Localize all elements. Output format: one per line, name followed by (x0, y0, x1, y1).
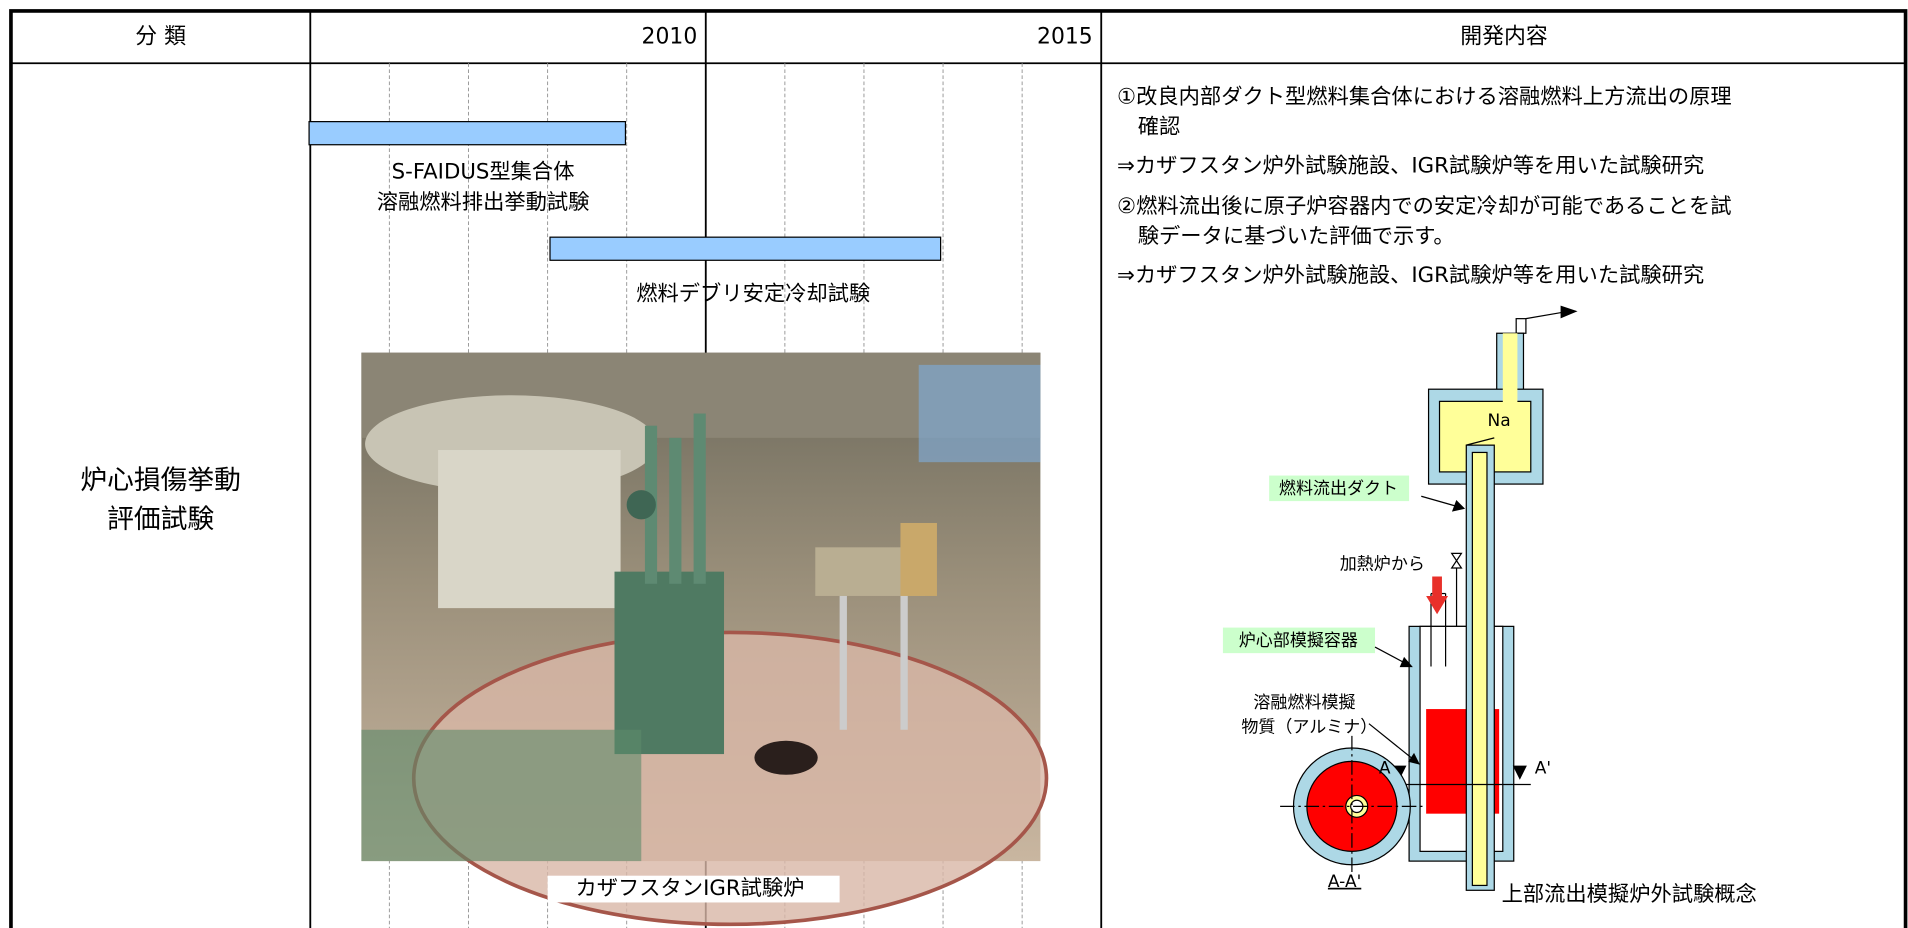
diagram-label: A' (1535, 759, 1551, 779)
content-line: ①改良内部ダクト型燃料集合体における溶融燃料上方流出の原理 (1117, 84, 1732, 109)
content-line: 験データに基づいた評価で示す。 (1138, 224, 1455, 249)
diagram (1222, 305, 1578, 891)
timeline-bar (549, 236, 942, 261)
bar-label: 燃料デブリ安定冷却試験 (636, 281, 870, 306)
header-category: 分 類 (135, 25, 186, 50)
diagram-label: A-A' (1328, 872, 1361, 892)
diagram-label: 物質（アルミナ） (1241, 717, 1377, 737)
header-year: 2015 (1037, 25, 1093, 50)
photo-caption: カザフスタンIGR試験炉 (575, 876, 804, 901)
diagram-label: 加熱炉から (1340, 554, 1425, 574)
diagram-label: 溶融燃料模擬 (1253, 693, 1355, 713)
diagram-label: Na (1488, 411, 1511, 431)
content-line: ⇒カザフスタン炉外試験施設、IGR試験炉等を用いた試験研究 (1117, 263, 1704, 288)
header-content: 開発内容 (1460, 25, 1548, 50)
bar-label: S-FAIDUS型集合体 (392, 160, 575, 185)
category-label: 炉心損傷挙動 (80, 465, 241, 496)
header-year: 2010 (642, 25, 698, 50)
category-label: 評価試験 (107, 504, 214, 535)
diagram-label: 炉心部模擬容器 (1239, 631, 1358, 651)
photo (361, 352, 1049, 927)
caption-bg (547, 875, 840, 903)
bar-label: 溶融燃料排出挙動試験 (377, 190, 590, 215)
content-line: ②燃料流出後に原子炉容器内での安定冷却が可能であることを試 (1117, 194, 1731, 219)
timeline-bar (308, 121, 627, 146)
diagram-caption: 上部流出模擬炉外試験概念 (1502, 882, 1757, 907)
content-line: 確認 (1138, 115, 1181, 140)
diagram-label: 燃料流出ダクト (1279, 479, 1398, 499)
table-border (9, 9, 1908, 928)
content-line: ⇒カザフスタン炉外試験施設、IGR試験炉等を用いた試験研究 (1117, 154, 1704, 179)
diagram-label: A (1379, 759, 1391, 779)
